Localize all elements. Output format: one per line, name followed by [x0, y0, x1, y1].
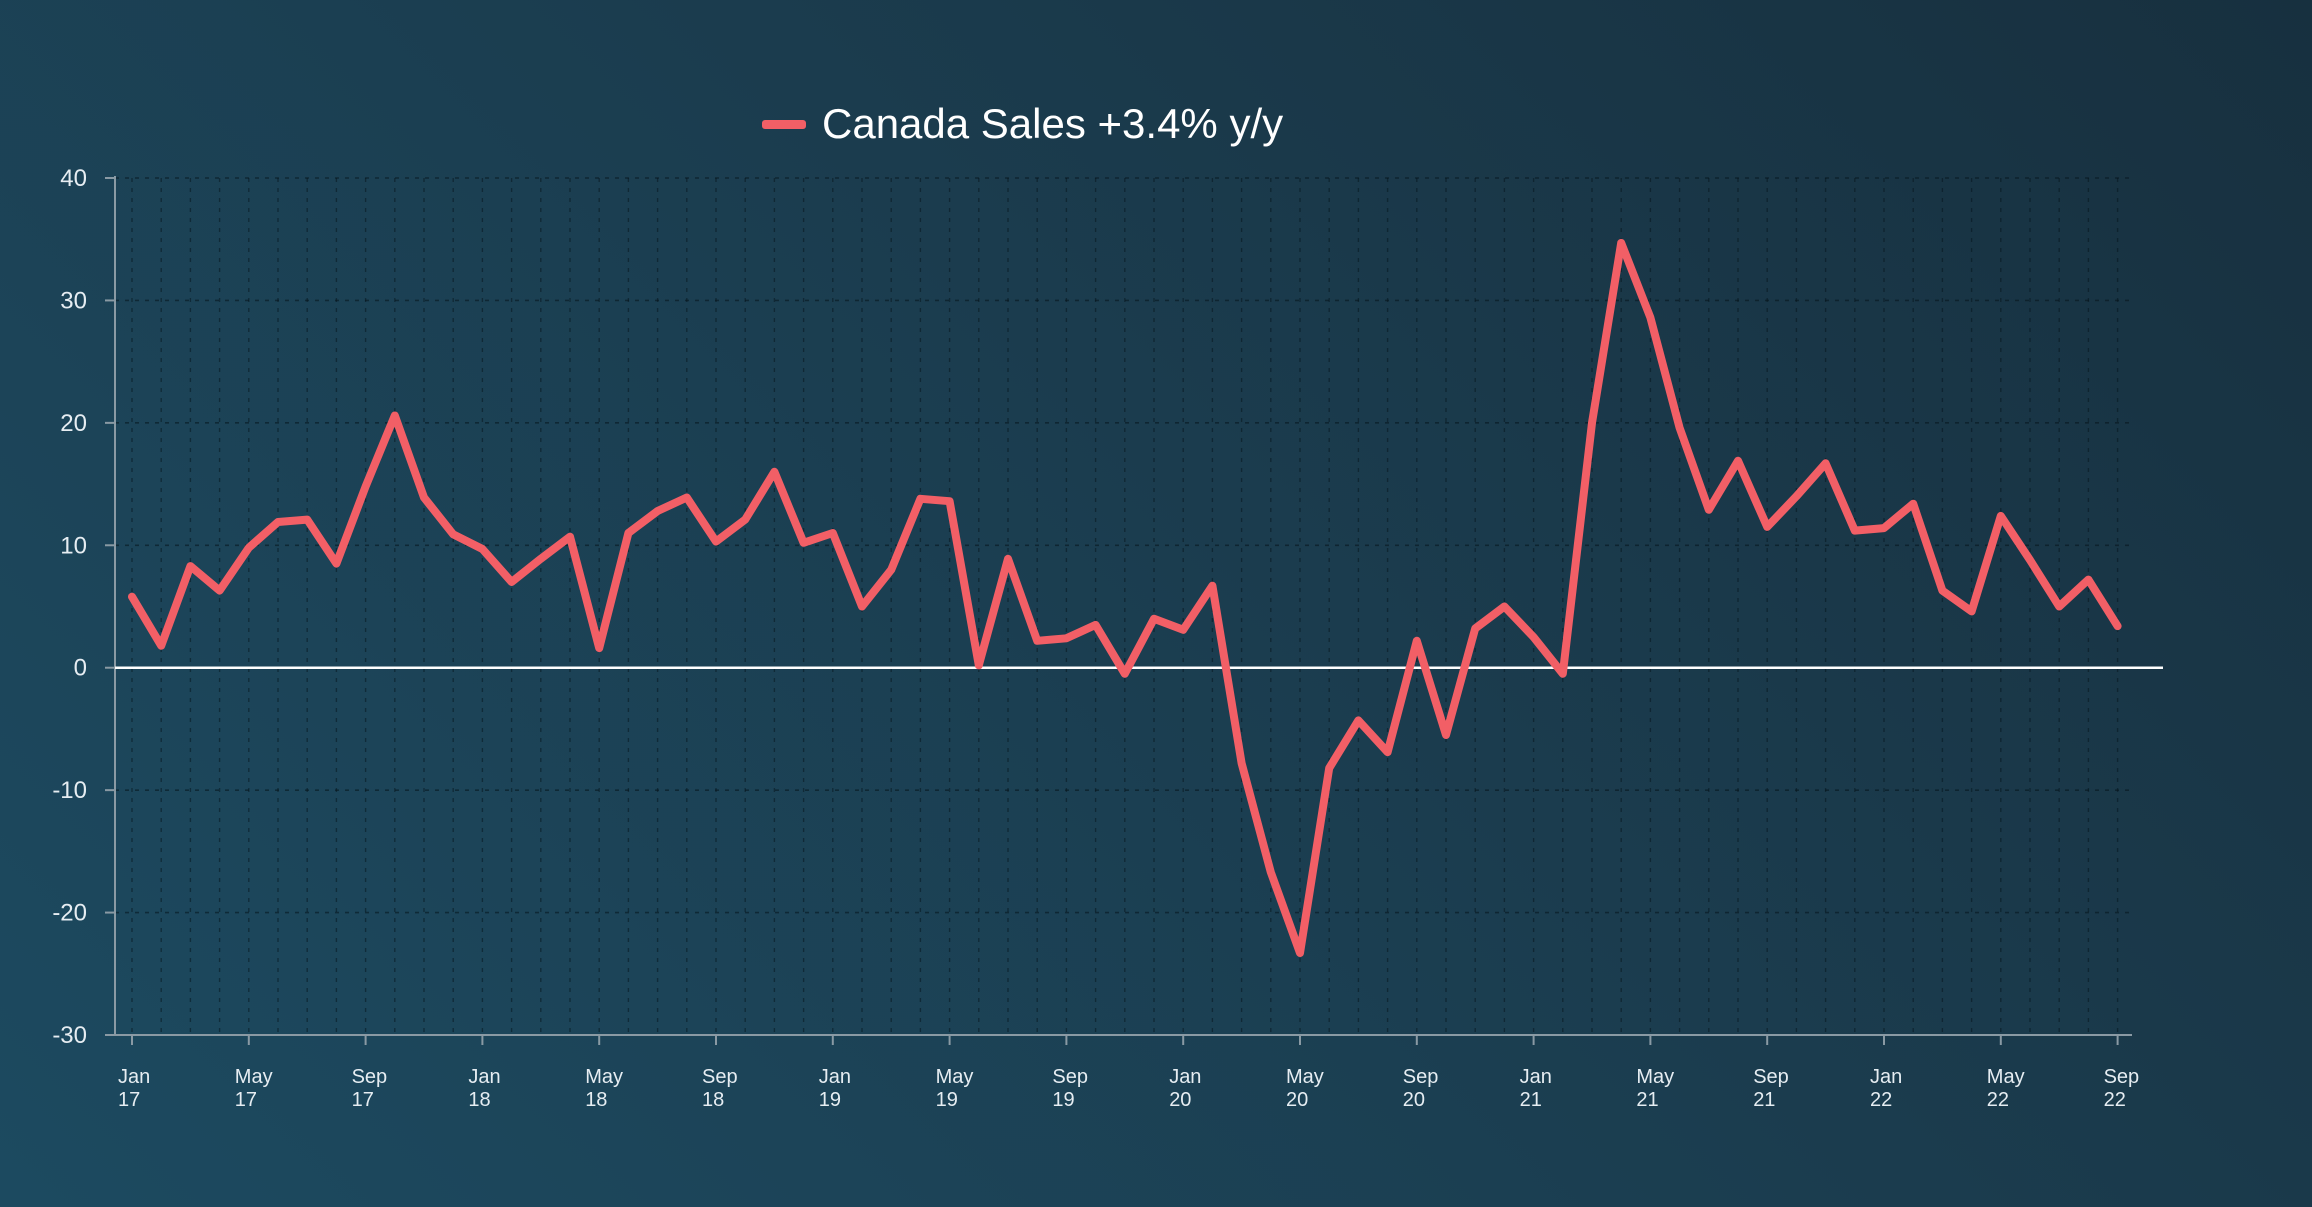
x-tick-label-month: Sep [1403, 1066, 1439, 1088]
x-tick-label-year: 17 [118, 1089, 140, 1111]
x-tick-label-year: 20 [1169, 1089, 1191, 1111]
y-tick-label: -10 [52, 777, 87, 804]
x-tick-label-month: Jan [1870, 1066, 1902, 1088]
x-tick-label-year: 18 [585, 1089, 607, 1111]
x-tick-label-year: 17 [352, 1089, 374, 1111]
x-tick-label-year: 18 [702, 1089, 724, 1111]
y-tick-label: 10 [60, 532, 87, 559]
y-tick-label: 20 [60, 410, 87, 437]
x-tick-label-month: May [585, 1066, 623, 1088]
x-tick-label-year: 19 [1052, 1089, 1074, 1111]
x-tick-label-year: 17 [235, 1089, 257, 1111]
x-tick-label-year: 19 [936, 1089, 958, 1111]
x-tick-label-month: May [936, 1066, 974, 1088]
x-tick-label-month: Sep [352, 1066, 388, 1088]
legend-swatch [762, 119, 806, 129]
x-tick-label-year: 21 [1636, 1089, 1658, 1111]
legend-label: Canada Sales +3.4% y/y [822, 100, 1284, 147]
x-tick-label-month: Sep [1753, 1066, 1789, 1088]
x-tick-label-month: Jan [819, 1066, 851, 1088]
legend: Canada Sales +3.4% y/y [762, 94, 1283, 154]
x-tick-label-month: Jan [1169, 1066, 1201, 1088]
x-tick-label-month: May [1286, 1066, 1324, 1088]
x-tick-label-month: May [235, 1066, 273, 1088]
series-line-canada-sales [128, 238, 2122, 957]
x-tick-label-month: May [1636, 1066, 1674, 1088]
x-tick-label-month: Jan [118, 1066, 150, 1088]
y-tick-label: -30 [52, 1022, 87, 1049]
y-tick-label: -20 [52, 900, 87, 927]
x-tick-label-month: Sep [702, 1066, 738, 1088]
x-tick-label-year: 19 [819, 1089, 841, 1111]
x-tick-label-month: Sep [2104, 1066, 2140, 1088]
x-tick-label-year: 21 [1753, 1089, 1775, 1111]
x-tick-label-year: 20 [1403, 1089, 1425, 1111]
x-tick-label-year: 21 [1520, 1089, 1542, 1111]
x-tick-label-year: 22 [2104, 1089, 2126, 1111]
x-tick-label-month: Jan [468, 1066, 500, 1088]
x-tick-label-year: 22 [1987, 1089, 2009, 1111]
x-tick-label-month: May [1987, 1066, 2025, 1088]
x-tick-label-year: 20 [1286, 1089, 1308, 1111]
x-tick-label-year: 18 [468, 1089, 490, 1111]
y-tick-label: 30 [60, 287, 87, 314]
y-tick-label: 40 [60, 165, 87, 192]
y-tick-label: 0 [74, 655, 87, 682]
x-tick-label-month: Jan [1520, 1066, 1552, 1088]
x-tick-label-year: 22 [1870, 1089, 1892, 1111]
x-tick-label-month: Sep [1052, 1066, 1088, 1088]
